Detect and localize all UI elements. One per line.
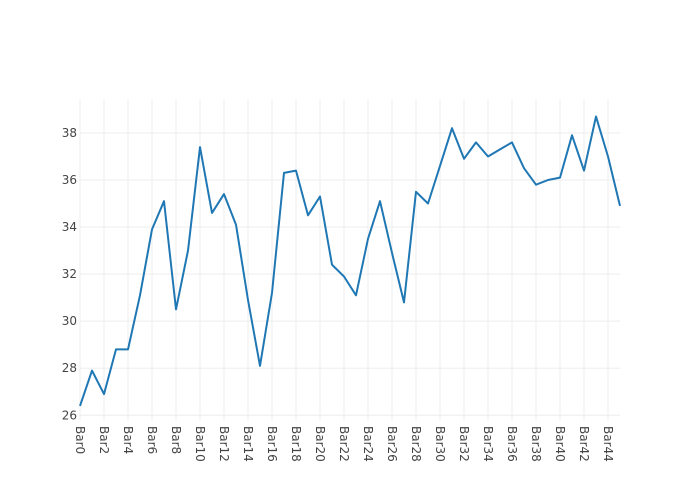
y-tick-label: 28 (62, 361, 77, 375)
x-tick-label: Bar0 (73, 426, 87, 454)
x-tick-label: Bar20 (313, 426, 327, 462)
series-layer (79, 115, 621, 407)
y-tick-label: 32 (62, 267, 77, 281)
x-tick-label: Bar42 (577, 426, 591, 462)
y-tick-label: 26 (62, 408, 77, 422)
x-tick-label: Bar34 (481, 426, 495, 462)
y-tick-label: 36 (62, 173, 77, 187)
x-tick-label: Bar4 (121, 426, 135, 454)
x-tick-label: Bar16 (265, 426, 279, 462)
x-tick-label: Bar44 (601, 426, 615, 462)
y-tick-label: 34 (62, 220, 77, 234)
x-tick-label: Bar8 (169, 426, 183, 454)
x-tick-label: Bar36 (505, 426, 519, 462)
x-tick-label: Bar26 (385, 426, 399, 462)
x-tick-label: Bar22 (337, 426, 351, 462)
horizontal-gridlines (80, 132, 620, 416)
x-tick-label: Bar30 (433, 426, 447, 462)
x-axis-tick-labels: Bar0 Bar2 Bar4 Bar6 Bar8 Bar10 Bar12 Bar14 Bar16… (73, 426, 615, 462)
y-axis-tick-labels: 26 28 30 32 34 36 38 (62, 126, 77, 422)
x-tick-label: Bar10 (193, 426, 207, 462)
x-tick-label: Bar28 (409, 426, 423, 462)
x-tick-label: Bar38 (529, 426, 543, 462)
x-tick-label: Bar32 (457, 426, 471, 462)
x-tick-label: Bar2 (97, 426, 111, 454)
x-tick-label: Bar12 (217, 426, 231, 462)
y-tick-label: 30 (62, 314, 77, 328)
x-tick-label: Bar14 (241, 426, 255, 462)
series-line (79, 115, 621, 407)
x-tick-label: Bar18 (289, 426, 303, 462)
x-tick-label: Bar6 (145, 426, 159, 454)
vertical-gridlines (79, 100, 609, 420)
y-tick-label: 38 (62, 126, 77, 140)
x-tick-label: Bar40 (553, 426, 567, 462)
x-tick-label: Bar24 (361, 426, 375, 462)
